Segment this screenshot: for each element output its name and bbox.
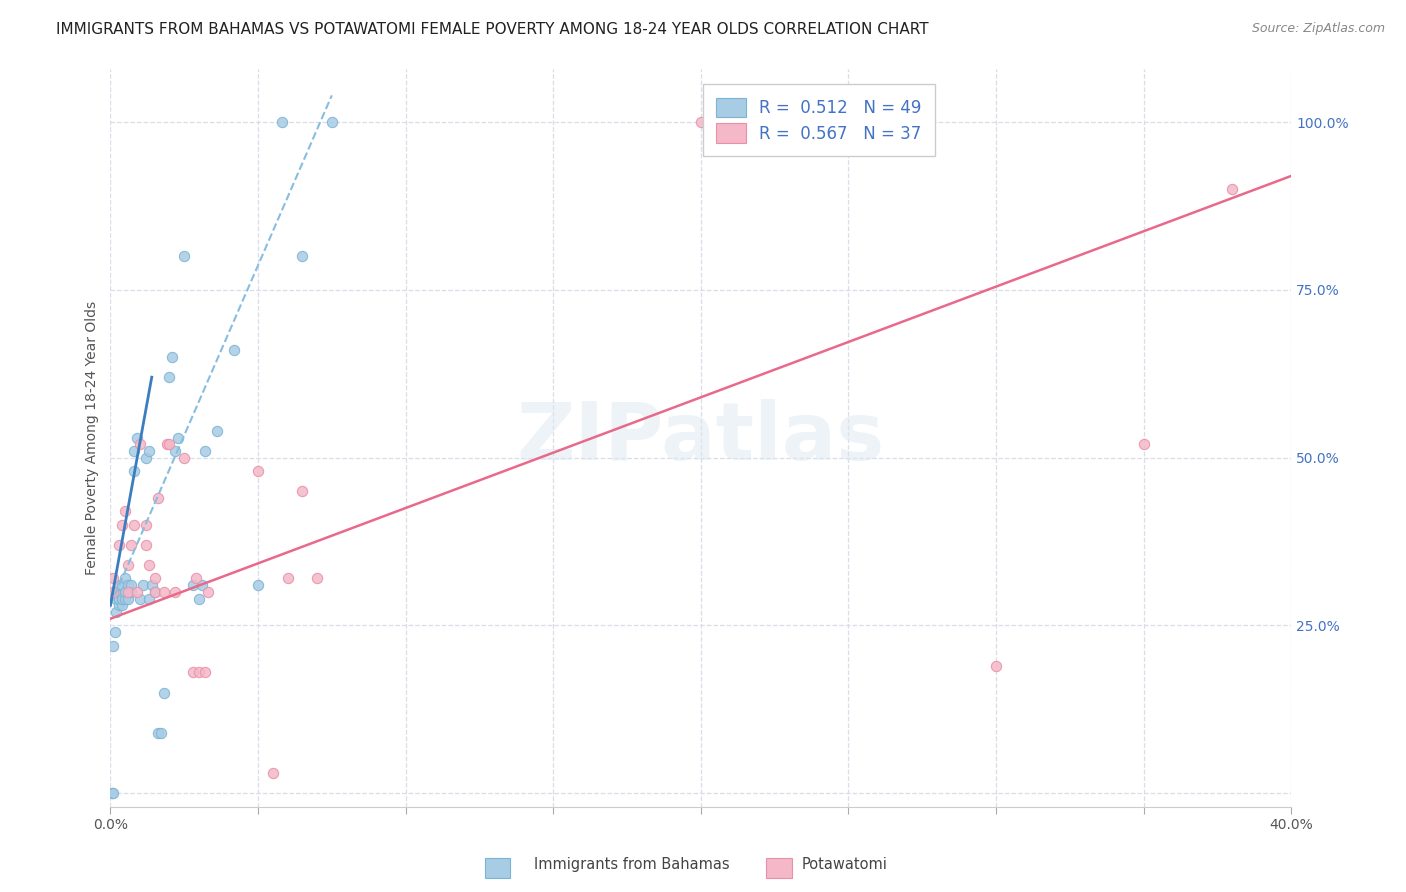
Point bbox=[1132, 437, 1154, 451]
Point bbox=[143, 585, 166, 599]
Text: ZIPatlas: ZIPatlas bbox=[517, 399, 884, 476]
Point bbox=[165, 585, 187, 599]
Point bbox=[117, 585, 139, 599]
Point bbox=[159, 437, 181, 451]
Point bbox=[152, 685, 174, 699]
Point bbox=[181, 665, 204, 680]
Point bbox=[120, 578, 142, 592]
Point bbox=[689, 115, 711, 129]
Point bbox=[143, 585, 166, 599]
Point bbox=[1220, 182, 1243, 196]
Point bbox=[108, 591, 131, 606]
Point bbox=[143, 572, 166, 586]
Point bbox=[135, 538, 157, 552]
Point bbox=[138, 558, 160, 572]
Point bbox=[111, 517, 134, 532]
Point bbox=[277, 572, 299, 586]
Point bbox=[146, 726, 169, 740]
Point bbox=[194, 444, 217, 458]
Point bbox=[262, 766, 284, 780]
Text: Immigrants from Bahamas: Immigrants from Bahamas bbox=[534, 857, 730, 872]
Point bbox=[111, 599, 134, 613]
Point bbox=[114, 572, 136, 586]
Point bbox=[181, 578, 204, 592]
Point bbox=[146, 491, 169, 505]
Point bbox=[984, 658, 1007, 673]
Point bbox=[291, 249, 314, 263]
Point bbox=[159, 370, 181, 384]
Point bbox=[108, 585, 131, 599]
Point bbox=[247, 578, 270, 592]
Point bbox=[103, 639, 125, 653]
Point bbox=[191, 578, 214, 592]
Point bbox=[173, 249, 195, 263]
Legend: R =  0.512   N = 49, R =  0.567   N = 37: R = 0.512 N = 49, R = 0.567 N = 37 bbox=[703, 84, 935, 156]
Point bbox=[125, 585, 148, 599]
Point bbox=[135, 450, 157, 465]
Text: Potawatomi: Potawatomi bbox=[801, 857, 887, 872]
Point bbox=[122, 517, 145, 532]
Point bbox=[103, 572, 125, 586]
Point bbox=[104, 625, 127, 640]
Point bbox=[167, 431, 190, 445]
Point bbox=[188, 591, 211, 606]
Point bbox=[105, 585, 128, 599]
Point bbox=[125, 431, 148, 445]
Point bbox=[138, 591, 160, 606]
Point bbox=[108, 599, 131, 613]
Point bbox=[270, 115, 292, 129]
Point bbox=[111, 578, 134, 592]
Point bbox=[108, 538, 131, 552]
Point bbox=[173, 450, 195, 465]
Point bbox=[117, 591, 139, 606]
Point bbox=[291, 484, 314, 499]
Point bbox=[188, 665, 211, 680]
Point bbox=[224, 343, 246, 358]
Point bbox=[120, 538, 142, 552]
Point bbox=[122, 464, 145, 478]
Point bbox=[149, 726, 172, 740]
Point bbox=[122, 444, 145, 458]
Point bbox=[197, 585, 219, 599]
Point bbox=[114, 591, 136, 606]
Point bbox=[101, 786, 124, 800]
Point bbox=[162, 350, 184, 364]
Point bbox=[129, 591, 152, 606]
Point bbox=[184, 572, 207, 586]
Point bbox=[321, 115, 343, 129]
Point bbox=[105, 591, 128, 606]
Point bbox=[141, 578, 163, 592]
Point bbox=[135, 517, 157, 532]
Point bbox=[105, 605, 128, 619]
Point bbox=[114, 504, 136, 518]
Point bbox=[138, 444, 160, 458]
Point bbox=[117, 578, 139, 592]
Point bbox=[103, 786, 125, 800]
Point bbox=[307, 572, 329, 586]
Point bbox=[111, 591, 134, 606]
Point bbox=[103, 585, 125, 599]
Point bbox=[247, 464, 270, 478]
Text: Source: ZipAtlas.com: Source: ZipAtlas.com bbox=[1251, 22, 1385, 36]
Point bbox=[205, 424, 228, 438]
Point bbox=[165, 444, 187, 458]
Point bbox=[132, 578, 155, 592]
Y-axis label: Female Poverty Among 18-24 Year Olds: Female Poverty Among 18-24 Year Olds bbox=[86, 301, 100, 574]
Point bbox=[108, 578, 131, 592]
Point bbox=[120, 585, 142, 599]
Point bbox=[748, 115, 770, 129]
Point bbox=[194, 665, 217, 680]
Point bbox=[155, 437, 177, 451]
Point bbox=[129, 437, 152, 451]
Text: IMMIGRANTS FROM BAHAMAS VS POTAWATOMI FEMALE POVERTY AMONG 18-24 YEAR OLDS CORRE: IMMIGRANTS FROM BAHAMAS VS POTAWATOMI FE… bbox=[56, 22, 929, 37]
Point bbox=[152, 585, 174, 599]
Point bbox=[114, 585, 136, 599]
Point bbox=[117, 558, 139, 572]
